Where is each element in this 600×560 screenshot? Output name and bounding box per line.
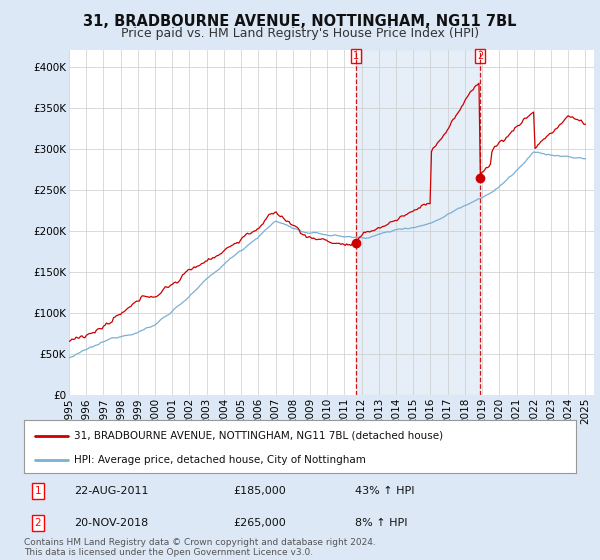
Text: 22-AUG-2011: 22-AUG-2011 [74, 486, 148, 496]
Text: 31, BRADBOURNE AVENUE, NOTTINGHAM, NG11 7BL: 31, BRADBOURNE AVENUE, NOTTINGHAM, NG11 … [83, 14, 517, 29]
Text: 20-NOV-2018: 20-NOV-2018 [74, 518, 148, 528]
Text: £265,000: £265,000 [234, 518, 287, 528]
Text: £185,000: £185,000 [234, 486, 287, 496]
Text: 43% ↑ HPI: 43% ↑ HPI [355, 486, 415, 496]
Text: 1: 1 [353, 50, 359, 60]
Text: 1: 1 [34, 486, 41, 496]
Text: Contains HM Land Registry data © Crown copyright and database right 2024.
This d: Contains HM Land Registry data © Crown c… [24, 538, 376, 557]
Text: 2: 2 [477, 50, 484, 60]
Text: 31, BRADBOURNE AVENUE, NOTTINGHAM, NG11 7BL (detached house): 31, BRADBOURNE AVENUE, NOTTINGHAM, NG11 … [74, 431, 443, 441]
Text: 8% ↑ HPI: 8% ↑ HPI [355, 518, 408, 528]
Text: 2: 2 [34, 518, 41, 528]
Text: HPI: Average price, detached house, City of Nottingham: HPI: Average price, detached house, City… [74, 455, 365, 465]
Bar [356, 50, 481, 395]
Text: Price paid vs. HM Land Registry's House Price Index (HPI): Price paid vs. HM Land Registry's House … [121, 27, 479, 40]
